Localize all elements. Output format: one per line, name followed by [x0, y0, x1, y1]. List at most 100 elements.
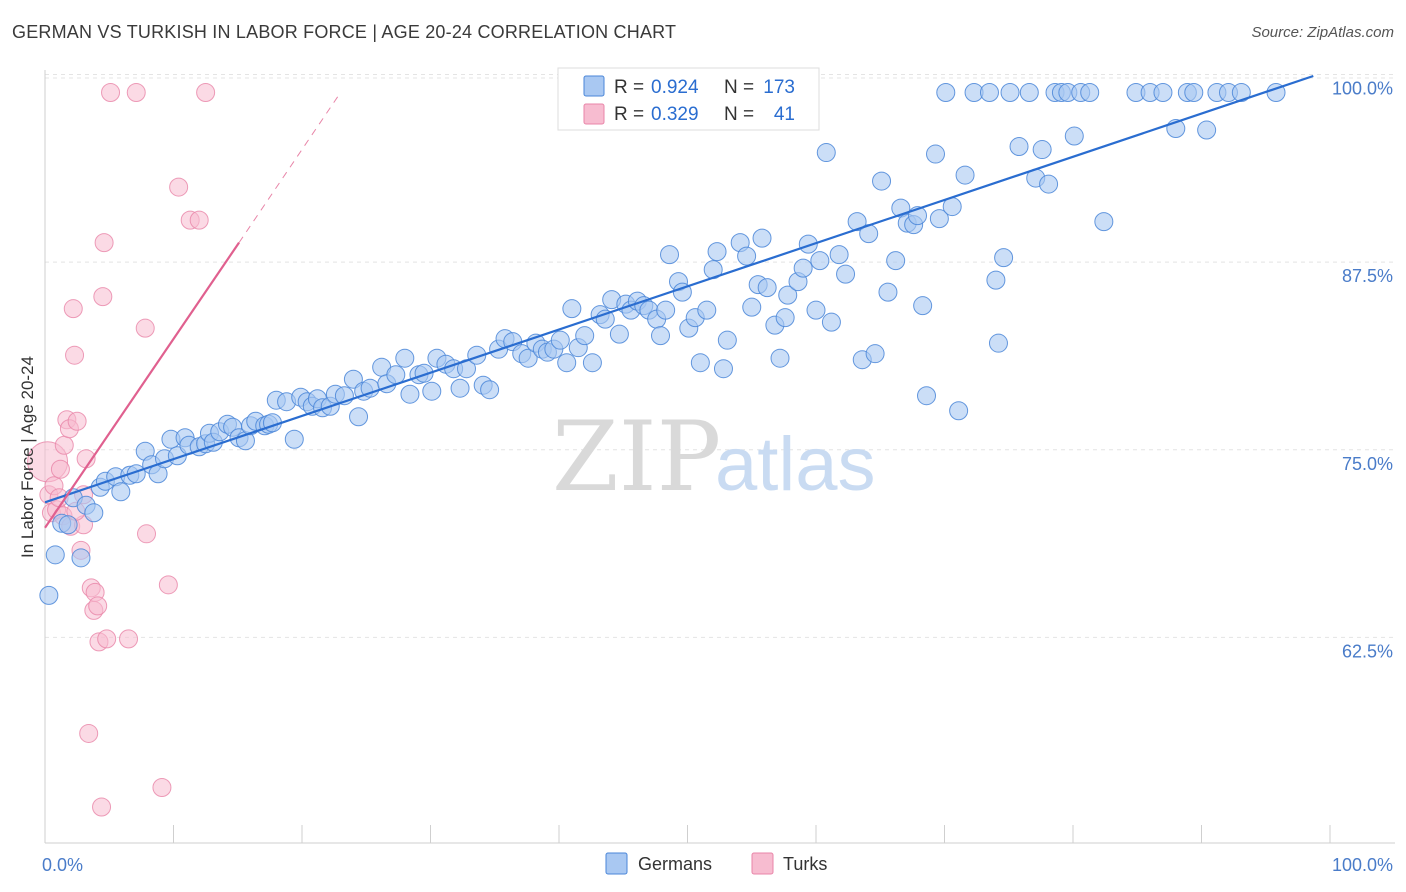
bottom-legend: Germans Turks: [605, 852, 827, 875]
germans-point: [770, 348, 790, 368]
germans-point: [810, 251, 830, 271]
germans-n-label: N =: [724, 77, 754, 98]
turks-point: [101, 83, 121, 103]
germans-trend-line: [44, 74, 1314, 504]
turks-point: [65, 345, 85, 365]
turks-point: [92, 797, 112, 817]
source-credit: Source: ZipAtlas.com: [1251, 24, 1394, 41]
stats-legend: R = 0.924 N = 173 R = 0.329 N = 41: [557, 67, 820, 131]
germans-point: [717, 330, 737, 350]
germans-point: [1019, 83, 1039, 103]
turks-point: [196, 83, 216, 103]
germans-point: [1094, 212, 1114, 232]
germans-point: [878, 282, 898, 302]
y-tick-label-1: 75.0%: [1342, 454, 1393, 474]
turks-points: [27, 83, 216, 817]
axes: [44, 70, 1395, 844]
germans-point: [707, 242, 727, 262]
turks-trend-line: [44, 241, 240, 529]
germans-point: [111, 482, 131, 502]
germans-point: [557, 353, 577, 373]
germans-r-value: 0.924: [651, 77, 699, 98]
turks-point: [126, 83, 146, 103]
germans-point: [1231, 83, 1251, 103]
turks-point: [169, 177, 189, 197]
germans-point: [865, 344, 885, 364]
germans-point: [349, 407, 369, 427]
turks-point: [94, 233, 114, 253]
turks-point: [158, 575, 178, 595]
turks-point: [97, 629, 117, 649]
germans-point: [1184, 83, 1204, 103]
germans-legend-swatch: [605, 852, 628, 875]
x-tick-labels: 0.0% 100.0%: [42, 855, 1393, 875]
germans-n-value: 173: [763, 77, 795, 98]
turks-point: [119, 629, 139, 649]
germans-point: [917, 386, 937, 406]
watermark-zip: ZIP: [552, 401, 721, 513]
germans-point: [929, 209, 949, 229]
watermark-atlas: atlas: [715, 422, 876, 507]
germans-point: [936, 83, 956, 103]
germans-point: [988, 333, 1008, 353]
turks-point: [93, 287, 113, 307]
turks-point: [135, 318, 155, 338]
germans-point: [651, 326, 671, 346]
germans-point: [847, 212, 867, 232]
x-tick-label-0: 0.0%: [42, 855, 83, 875]
germans-point: [913, 296, 933, 316]
germans-point: [45, 545, 65, 565]
turks-point: [88, 596, 108, 616]
germans-point: [400, 384, 420, 404]
turks-trend-extension: [238, 92, 341, 243]
grid-lines: [45, 74, 1395, 638]
germans-point: [480, 380, 500, 400]
germans-r-label: R =: [614, 77, 644, 98]
turks-r-label: R =: [614, 104, 644, 125]
turks-legend-swatch: [751, 852, 774, 875]
y-tick-label-3: 100.0%: [1332, 79, 1393, 99]
germans-point: [84, 503, 104, 523]
germans-point: [660, 245, 680, 265]
turks-point: [54, 435, 74, 455]
y-axis-title: In Labor Force | Age 20-24: [18, 356, 37, 558]
germans-point: [562, 299, 582, 319]
turks-r-value: 0.329: [651, 104, 699, 125]
turks-n-label: N =: [724, 104, 754, 125]
turks-point: [63, 299, 83, 319]
turks-legend-label: Turks: [783, 854, 827, 874]
germans-point: [872, 171, 892, 191]
germans-point: [1064, 126, 1084, 146]
germans-point: [609, 324, 629, 344]
watermark: ZIP atlas: [552, 401, 876, 513]
y-tick-label-0: 62.5%: [1342, 641, 1393, 661]
turks-point: [50, 459, 70, 479]
germans-point: [816, 143, 836, 163]
germans-point: [1032, 140, 1052, 160]
turks-point: [79, 723, 99, 743]
germans-point: [949, 401, 969, 421]
germans-point: [821, 312, 841, 332]
germans-point: [58, 515, 78, 535]
germans-point: [886, 251, 906, 271]
germans-point: [742, 297, 762, 317]
germans-point: [829, 245, 849, 265]
turks-point: [189, 210, 209, 230]
germans-point: [926, 144, 946, 164]
germans-swatch: [583, 75, 605, 97]
germans-point: [793, 258, 813, 278]
germans-point: [422, 381, 442, 401]
germans-point: [1153, 83, 1173, 103]
germans-point: [1080, 83, 1100, 103]
germans-point: [1000, 83, 1020, 103]
germans-point: [518, 348, 538, 368]
germans-point: [386, 365, 406, 385]
turks-swatch: [583, 103, 605, 125]
germans-point: [1197, 120, 1217, 140]
turks-point: [67, 411, 87, 431]
germans-point: [697, 300, 717, 320]
trend-lines: [44, 74, 1314, 529]
germans-point: [1039, 174, 1059, 194]
germans-point: [798, 234, 818, 254]
germans-point: [806, 300, 826, 320]
